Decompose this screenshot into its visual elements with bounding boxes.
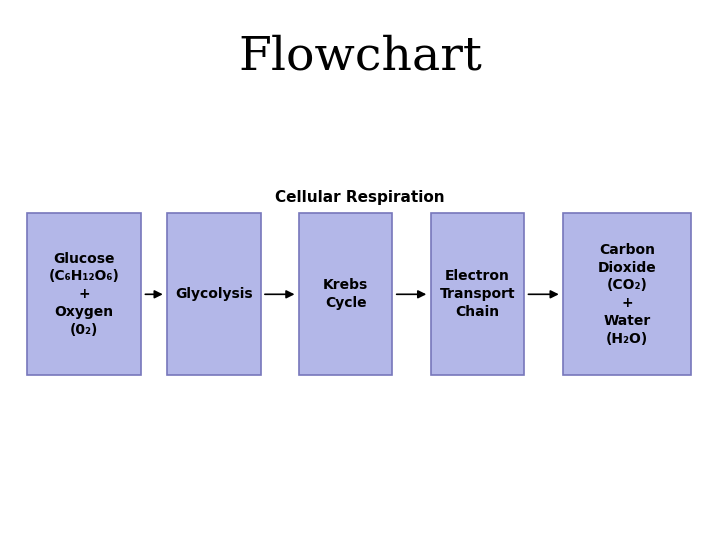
Text: Carbon
Dioxide
(CO₂)
+
Water
(H₂O): Carbon Dioxide (CO₂) + Water (H₂O) (598, 242, 657, 346)
FancyBboxPatch shape (299, 213, 392, 375)
Text: Flowchart: Flowchart (238, 34, 482, 79)
FancyBboxPatch shape (167, 213, 261, 375)
Text: Krebs
Cycle: Krebs Cycle (323, 279, 368, 310)
Text: Glucose
(C₆H₁₂O₆)
+
Oxygen
(0₂): Glucose (C₆H₁₂O₆) + Oxygen (0₂) (49, 252, 120, 337)
FancyBboxPatch shape (563, 213, 691, 375)
FancyBboxPatch shape (27, 213, 141, 375)
FancyBboxPatch shape (431, 213, 524, 375)
Text: Electron
Transport
Chain: Electron Transport Chain (439, 269, 516, 319)
Text: Cellular Respiration: Cellular Respiration (275, 190, 445, 205)
Text: Glycolysis: Glycolysis (175, 287, 253, 301)
